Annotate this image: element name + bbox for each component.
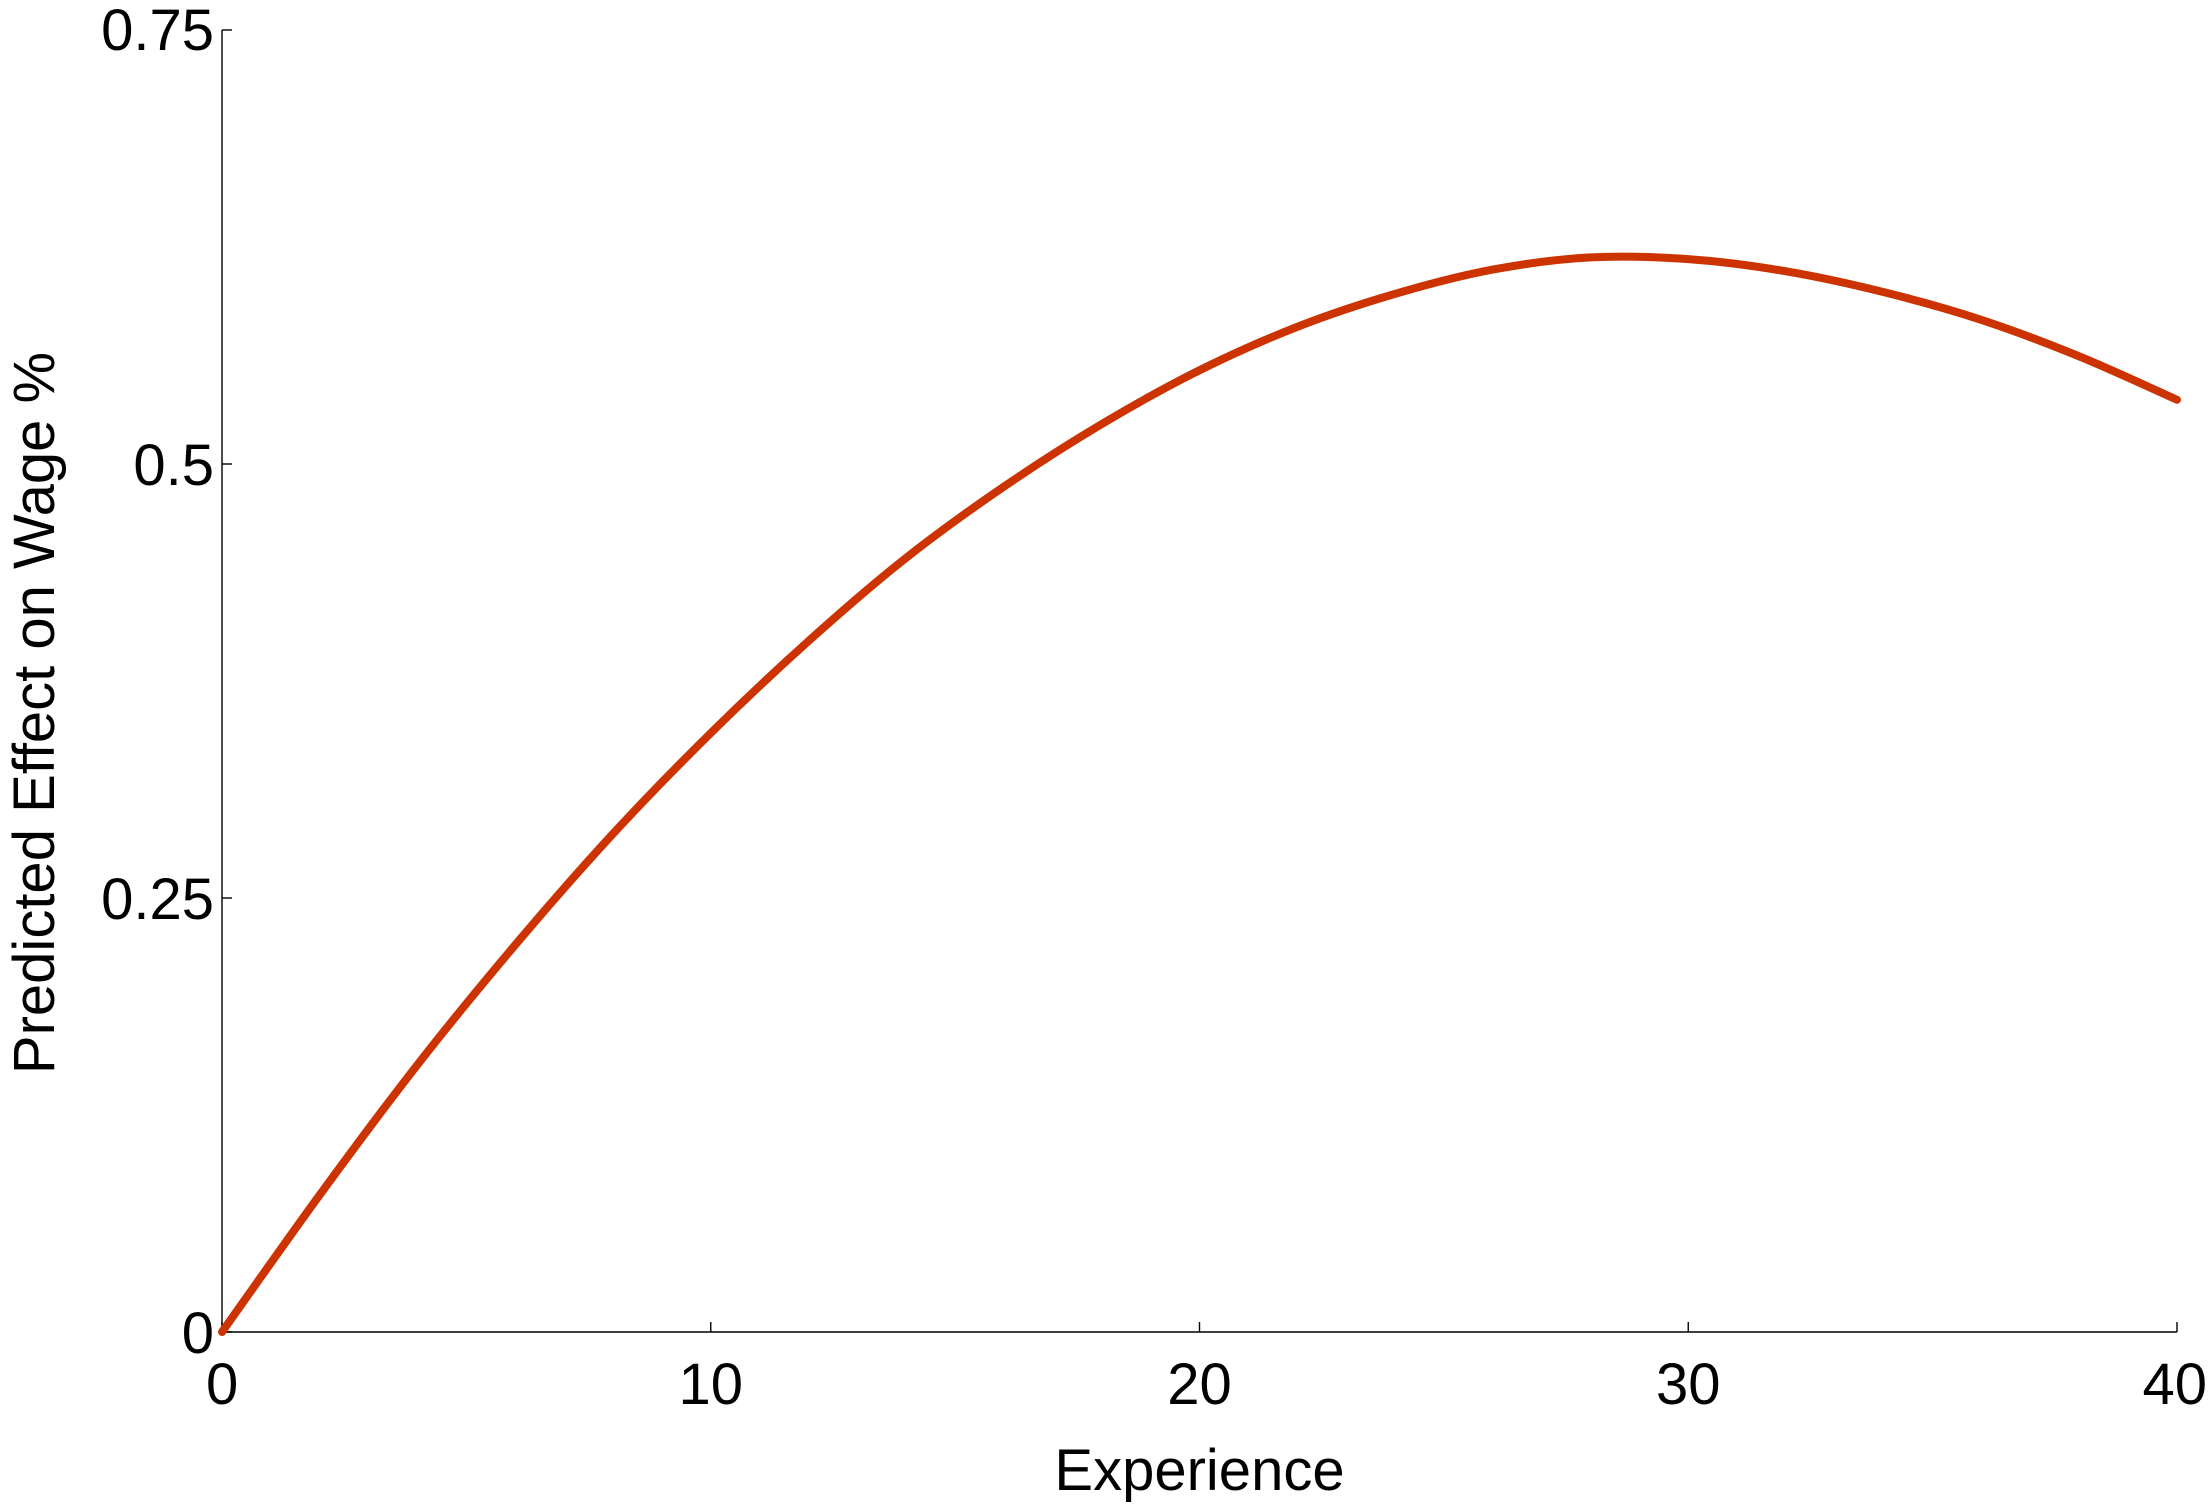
x-tick-label: 30 bbox=[1656, 1352, 1721, 1417]
y-tick-label: 0.5 bbox=[133, 433, 214, 498]
x-ticks: 0 10 20 30 40 bbox=[206, 1322, 2207, 1417]
x-tick-label: 20 bbox=[1167, 1352, 1232, 1417]
y-tick-label: 0 bbox=[182, 1301, 214, 1366]
y-ticks: 0 0.25 0.5 0.75 bbox=[101, 0, 232, 1366]
x-axis-title: Experience bbox=[1054, 1438, 1344, 1503]
series-line bbox=[218, 252, 2181, 1336]
x-tick-label: 10 bbox=[678, 1352, 743, 1417]
y-tick-label: 0.75 bbox=[101, 0, 214, 63]
x-tick-label: 0 bbox=[206, 1352, 238, 1417]
x-tick-label: 40 bbox=[2142, 1352, 2207, 1417]
y-axis-title: Predicted Effect on Wage % bbox=[2, 352, 67, 1074]
y-tick-label: 0.25 bbox=[101, 867, 214, 932]
